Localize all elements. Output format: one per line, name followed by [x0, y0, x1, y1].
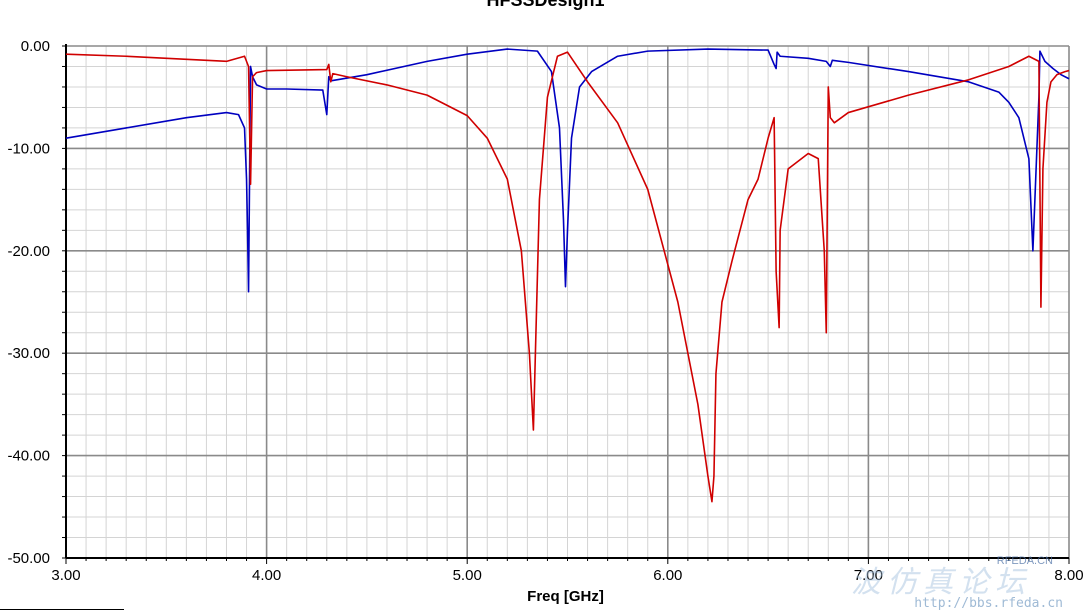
x-tick-label: 6.00 [653, 567, 682, 584]
y-tick-label: -40.00 [7, 448, 50, 465]
legend-stub-line [0, 609, 124, 610]
watermark-host: RFEDA.CN [996, 555, 1053, 567]
x-tick-label: 4.00 [252, 567, 281, 584]
series-line-1 [65, 48, 1070, 293]
series-line-2 [65, 51, 1070, 503]
y-tick-label: 0.00 [21, 38, 50, 55]
x-tick-label: 3.00 [51, 567, 80, 584]
grid-minor [65, 45, 1070, 559]
x-tick-label: 7.00 [854, 567, 883, 584]
y-tick-label: -30.00 [7, 345, 50, 362]
watermark-url: http://bbs.rfeda.cn [914, 596, 1063, 611]
y-tick-label: -20.00 [7, 243, 50, 260]
watermark-chars: 波仿真论坛 [851, 565, 1031, 600]
series-layer [65, 48, 1070, 503]
y-tick-label: -10.00 [7, 140, 50, 157]
x-tick-label: 5.00 [453, 567, 482, 584]
chart-title: HFSSDesign1 [486, 0, 605, 10]
axes [62, 44, 1070, 564]
y-tick-label: -50.00 [7, 550, 50, 567]
x-tick-label: 8.00 [1054, 567, 1083, 584]
tick-labels: 3.00 4.00 5.00 6.00 7.00 8.00 0.00 -10.00 -20.00… [7, 38, 1083, 584]
x-axis-label: Freq [GHz] [527, 588, 604, 605]
